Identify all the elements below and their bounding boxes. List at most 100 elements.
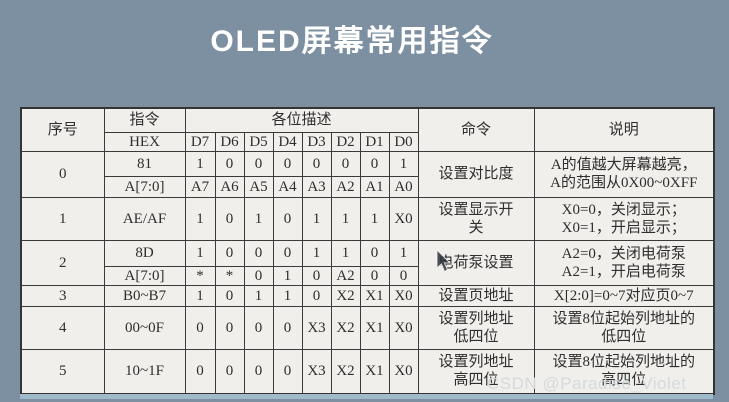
bit-cell: A2: [330, 175, 361, 198]
index-cell: 2: [20, 239, 105, 286]
header-bit-d7: D7: [184, 131, 216, 152]
bit-cell: *: [184, 265, 216, 286]
bit-cell: 0: [243, 348, 274, 395]
bit-cell: A6: [214, 175, 245, 198]
bit-cell: A7: [184, 175, 216, 198]
bit-cell: 0: [301, 150, 332, 177]
bit-cell: 1: [184, 196, 216, 241]
bit-cell: X0: [388, 284, 419, 307]
bit-cell: 1: [301, 196, 332, 241]
bit-cell: 0: [243, 239, 274, 267]
hex-cell: 10~1F: [103, 348, 186, 395]
page-title: OLED屏幕常用指令: [210, 25, 494, 58]
bit-cell: 0: [272, 239, 303, 267]
bit-cell: X0: [388, 196, 419, 241]
description-cell: A2=0，关闭电荷泵 A2=1，开启电荷泵: [533, 239, 715, 286]
bit-cell: 0: [301, 284, 332, 307]
index-cell: 5: [20, 348, 105, 395]
bit-cell: X3: [301, 348, 332, 395]
bit-cell: X3: [301, 305, 332, 350]
table-row: 4 00~0F 0 0 0 0 X3 X2 X1 X0 设置列地址 低四位 设置…: [20, 305, 715, 350]
oled-command-table: 序号 指令 各位描述 命令 说明 HEX D7 D6 D5 D4 D3 D2 D…: [20, 107, 716, 395]
bit-cell: 1: [243, 284, 274, 307]
header-bit-d6: D6: [214, 131, 245, 152]
bit-cell: 0: [359, 265, 390, 286]
header-bit-d0: D0: [388, 131, 419, 152]
bit-cell: 1: [301, 239, 332, 267]
table-row: 3 B0~B7 1 0 1 1 0 X2 X1 X0 设置页地址 X[2:0]=…: [20, 284, 715, 307]
bit-cell: X1: [359, 348, 390, 395]
command-cell: 设置显示开 关: [417, 196, 535, 241]
bit-cell: A1: [359, 175, 390, 198]
header-bit-d3: D3: [301, 131, 332, 152]
bit-cell: X2: [330, 305, 361, 350]
bit-cell: X2: [330, 284, 361, 307]
bit-cell: 1: [330, 239, 361, 267]
hex-cell: 8D: [103, 239, 186, 267]
description-cell: A的值越大屏幕越亮， A的范围从0X00~0XFF: [533, 150, 715, 198]
bit-cell: *: [214, 265, 245, 286]
bit-cell: 1: [272, 284, 303, 307]
bit-cell: 0: [272, 196, 303, 241]
bit-cell: A5: [243, 175, 274, 198]
bit-cell: 0: [243, 150, 274, 177]
header-bit-d4: D4: [272, 131, 303, 152]
header-bit-d2: D2: [330, 131, 361, 152]
bit-cell: 1: [184, 284, 216, 307]
command-cell: 设置页地址: [417, 284, 535, 307]
table-row: 0 81 1 0 0 0 0 0 0 1 设置对比度 A的值越大屏幕越亮， A的…: [20, 150, 715, 198]
table-bottom-highlight: [20, 394, 713, 399]
watermark: CSDN @Paradise_Violet: [487, 374, 687, 393]
bit-cell: 0: [184, 348, 216, 395]
bit-cell: 0: [359, 150, 390, 177]
bit-cell: 0: [272, 348, 303, 395]
description-cell: X0=0，关闭显示； X0=1，开启显示；: [533, 196, 715, 241]
hex-cell: 00~0F: [103, 305, 186, 350]
bit-cell: 0: [330, 150, 361, 177]
header-bit-d1: D1: [359, 131, 390, 152]
bit-cell: 1: [359, 196, 390, 241]
bit-cell: 1: [388, 239, 419, 267]
bit-cell: 1: [184, 239, 216, 267]
bit-cell: X1: [359, 284, 390, 307]
hex-cell: B0~B7: [103, 284, 186, 307]
bit-cell: A3: [301, 175, 332, 198]
bit-cell: X2: [330, 348, 361, 395]
header-hex: HEX: [103, 131, 186, 152]
header-command: 命令: [417, 107, 535, 152]
command-cell: 设置列地址 低四位: [417, 305, 535, 350]
table-row: A[7:0] A7 A6 A5 A4 A3 A2 A1 A0: [21, 175, 714, 198]
header-command-hex: 指令: [103, 107, 186, 133]
table-row: 5 10~1F 0 0 0 0 X3 X2 X1 X0 设置列地址 高四位 设置…: [20, 348, 715, 395]
mouse-cursor-icon: [436, 250, 452, 273]
hex-cell: 81: [103, 150, 186, 177]
bit-cell: A0: [388, 175, 419, 198]
bit-cell: 0: [214, 305, 245, 350]
bit-cell: 0: [184, 305, 216, 350]
index-cell: 0: [20, 150, 105, 198]
bit-cell: 0: [214, 239, 245, 267]
bit-cell: X0: [388, 348, 419, 395]
table-row: 2 8D 1 0 0 0 1 1 0 1 电荷泵设置 A2=0，关闭电荷泵 A2…: [20, 239, 715, 286]
hex-cell: A[7:0]: [103, 175, 186, 198]
bit-cell: 0: [214, 348, 245, 395]
header-description: 说明: [533, 107, 715, 152]
bit-cell: 0: [388, 265, 419, 286]
bit-cell: 0: [243, 265, 274, 286]
description-cell: X[2:0]=0~7对应页0~7: [533, 284, 715, 307]
bit-cell: X1: [359, 305, 390, 350]
bit-cell: 0: [214, 284, 245, 307]
bit-cell: 1: [272, 265, 303, 286]
header-bits-desc: 各位描述: [184, 107, 419, 133]
hex-cell: A[7:0]: [103, 265, 186, 286]
bit-cell: 1: [184, 150, 216, 177]
bit-cell: A4: [272, 175, 303, 198]
bit-cell: A2: [330, 265, 361, 286]
bit-cell: 0: [272, 150, 303, 177]
command-cell: 设置对比度: [417, 150, 535, 198]
bit-cell: 0: [214, 150, 245, 177]
hex-cell: AE/AF: [103, 196, 186, 241]
bit-cell: 0: [243, 305, 274, 350]
command-cell: 设置列地址 高四位: [417, 348, 535, 395]
